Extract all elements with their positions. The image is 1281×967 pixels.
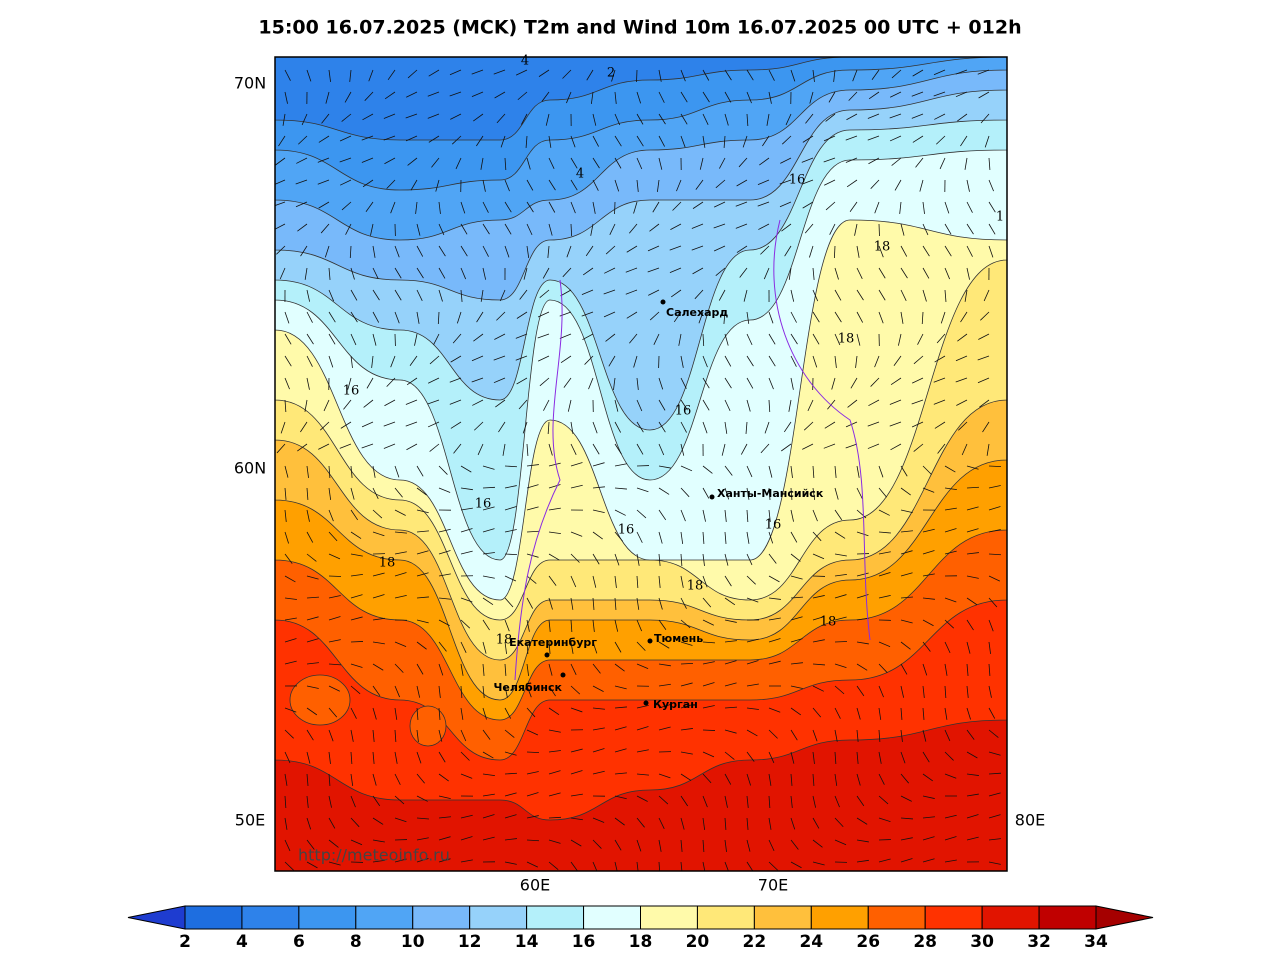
city-label: Челябинск xyxy=(494,681,563,694)
map xyxy=(274,50,1010,874)
colorbar-tick-label: 8 xyxy=(350,932,362,952)
colorbar-bin xyxy=(242,906,299,929)
colorbar-bin xyxy=(641,906,698,929)
axis-label: 60E xyxy=(520,876,550,895)
colorbar-under xyxy=(128,906,185,929)
colorbar-bin xyxy=(185,906,242,929)
axis-label: 60N xyxy=(234,459,266,478)
colorbar-tick-label: 22 xyxy=(743,932,767,952)
colorbar-tick-label: 26 xyxy=(856,932,880,952)
wind-barb xyxy=(703,730,715,731)
watermark: http://meteoinfo.ru xyxy=(298,846,450,865)
contour-label: 16 xyxy=(789,173,806,188)
contour-label: 16 xyxy=(343,384,360,399)
colorbar-tick-label: 6 xyxy=(293,932,305,952)
city-dot xyxy=(710,495,715,500)
contour-label: 4 xyxy=(576,167,584,182)
axis-label: 80E xyxy=(1015,811,1045,830)
colorbar-bin xyxy=(470,906,527,929)
colorbar-bin xyxy=(925,906,982,929)
colorbar-bin xyxy=(697,906,754,929)
city-label: Ханты-Мансийск xyxy=(717,487,824,500)
contour-label: 18 xyxy=(838,332,855,347)
axis-label: 70N xyxy=(234,74,266,93)
axis-label: 70E xyxy=(758,876,788,895)
city-dot xyxy=(561,673,566,678)
title: 15:00 16.07.2025 (MCK) T2m and Wind 10m … xyxy=(258,17,1021,39)
contour-label: 2 xyxy=(607,66,615,81)
colorbar-bin xyxy=(1039,906,1096,929)
city-dot xyxy=(648,639,653,644)
city-label: Тюмень xyxy=(654,632,703,645)
colorbar-tick-label: 32 xyxy=(1027,932,1051,952)
colorbar-bin xyxy=(584,906,641,929)
temperature-region xyxy=(410,706,446,746)
colorbar-bin xyxy=(413,906,470,929)
city-dot xyxy=(661,300,666,305)
axis-label: 50E xyxy=(235,811,265,830)
colorbar-tick-label: 14 xyxy=(515,932,539,952)
colorbar-tick-label: 16 xyxy=(572,932,596,952)
city-label: Курган xyxy=(653,698,698,711)
colorbar-tick-label: 34 xyxy=(1084,932,1108,952)
colorbar-bin xyxy=(811,906,868,929)
colorbar-tick-label: 30 xyxy=(970,932,994,952)
contour-label: 16 xyxy=(675,404,692,419)
colorbar-bin xyxy=(754,906,811,929)
colorbar-tick-label: 10 xyxy=(401,932,425,952)
temperature-region xyxy=(290,675,350,725)
contour-label: 18 xyxy=(874,240,891,255)
wind-barb xyxy=(835,641,847,642)
colorbar-tick-label: 4 xyxy=(236,932,248,952)
city-label: Салехард xyxy=(666,306,728,319)
colorbar-bin xyxy=(527,906,584,929)
colorbar-tick-label: 24 xyxy=(799,932,823,952)
colorbar-bin xyxy=(982,906,1039,929)
contour-label: 16 xyxy=(618,523,635,538)
contour-label: 16 xyxy=(765,518,782,533)
colorbar-tick-label: 2 xyxy=(179,932,191,952)
city-dot xyxy=(644,701,649,706)
wind-barb xyxy=(329,576,341,577)
city-label: Екатеринбург xyxy=(509,636,597,649)
contour-label: 4 xyxy=(521,54,529,69)
contour-label: 18 xyxy=(687,579,704,594)
contour-label: 16 xyxy=(475,497,492,512)
contour-label: 18 xyxy=(820,615,837,630)
colorbar-tick-label: 28 xyxy=(913,932,937,952)
colorbar-tick-label: 12 xyxy=(458,932,482,952)
colorbar-bin xyxy=(356,906,413,929)
contour-label: 18 xyxy=(379,556,396,571)
colorbar-tick-label: 20 xyxy=(686,932,710,952)
contour-label: 1 xyxy=(996,210,1004,225)
colorbar-bin xyxy=(299,906,356,929)
colorbar-bin xyxy=(868,906,925,929)
city-dot xyxy=(545,653,550,658)
colorbar-tick-label: 18 xyxy=(629,932,653,952)
colorbar-over xyxy=(1096,906,1153,929)
